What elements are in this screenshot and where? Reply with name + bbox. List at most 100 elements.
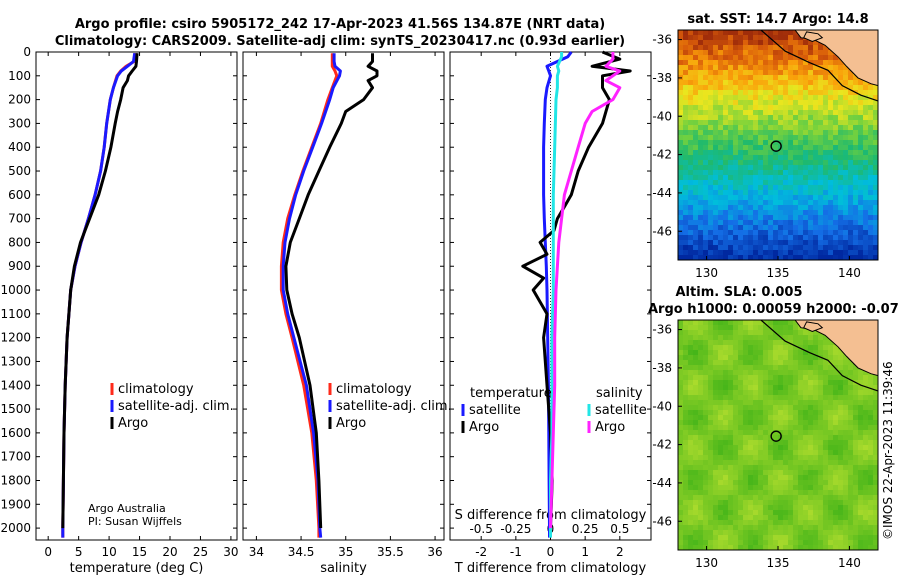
map-cell — [833, 525, 839, 531]
map-cell — [743, 255, 749, 261]
map-cell — [803, 335, 809, 341]
map-cell — [693, 170, 699, 176]
map-cell — [873, 125, 879, 131]
map-cell — [773, 125, 779, 131]
map-cell — [773, 370, 779, 376]
map-cell — [768, 380, 774, 386]
map-cell — [773, 250, 779, 256]
map-cell — [733, 465, 739, 471]
map-cell — [683, 80, 689, 86]
map-cell — [798, 545, 804, 551]
map-cell — [723, 75, 729, 81]
map-cell — [758, 235, 764, 241]
map-cell — [683, 250, 689, 256]
map-cell — [768, 395, 774, 401]
map-cell — [803, 185, 809, 191]
map-cell — [853, 135, 859, 141]
map-cell — [718, 110, 724, 116]
map-cell — [693, 330, 699, 336]
map-cell — [773, 30, 779, 36]
map-cell — [693, 195, 699, 201]
map-cell — [858, 495, 864, 501]
map-cell — [798, 45, 804, 51]
map-cell — [763, 365, 769, 371]
map-cell — [773, 465, 779, 471]
map-cell — [698, 220, 704, 226]
map-cell — [723, 110, 729, 116]
map-cell — [843, 200, 849, 206]
map-cell — [858, 395, 864, 401]
map-cell — [743, 235, 749, 241]
map-cell — [848, 245, 854, 251]
map-cell — [828, 195, 834, 201]
map-cell — [803, 430, 809, 436]
map-cell — [793, 530, 799, 536]
map-cell — [843, 235, 849, 241]
map-cell — [708, 370, 714, 376]
map-cell — [753, 255, 759, 261]
map-cell — [728, 320, 734, 326]
map-cell — [788, 100, 794, 106]
map-cell — [838, 65, 844, 71]
map-cell — [708, 345, 714, 351]
map-cell — [773, 65, 779, 71]
map-cell — [788, 30, 794, 36]
map-cell — [733, 185, 739, 191]
map-cell — [723, 500, 729, 506]
map-cell — [713, 130, 719, 136]
map-cell — [863, 445, 869, 451]
map-cell — [818, 490, 824, 496]
map-cell — [848, 140, 854, 146]
map-cell — [838, 500, 844, 506]
map-cell — [703, 30, 709, 36]
map-cell — [748, 115, 754, 121]
map-cell — [868, 235, 874, 241]
map-cell — [798, 220, 804, 226]
map-cell — [708, 190, 714, 196]
map-cell — [723, 80, 729, 86]
map-cell — [873, 250, 879, 256]
map-cell — [838, 515, 844, 521]
map-cell — [788, 480, 794, 486]
map-cell — [848, 185, 854, 191]
map-cell — [808, 170, 814, 176]
map-cell — [778, 415, 784, 421]
map-cell — [868, 415, 874, 421]
map-cell — [833, 420, 839, 426]
map-cell — [873, 440, 879, 446]
map-cell — [783, 475, 789, 481]
map-cell — [763, 35, 769, 41]
map-cell — [688, 255, 694, 261]
map-cell — [848, 535, 854, 541]
map-cell — [828, 95, 834, 101]
map-cell — [768, 80, 774, 86]
map-cell — [788, 440, 794, 446]
map-cell — [678, 120, 684, 126]
map-cell — [678, 30, 684, 36]
map-cell — [708, 530, 714, 536]
map-cell — [788, 395, 794, 401]
map-cell — [833, 180, 839, 186]
map-cell — [803, 235, 809, 241]
map-cell — [838, 505, 844, 511]
map-cell — [808, 145, 814, 151]
map-cell — [873, 135, 879, 141]
map-cell — [773, 350, 779, 356]
map-cell — [678, 335, 684, 341]
map-cell — [783, 500, 789, 506]
map-cell — [788, 355, 794, 361]
map-cell — [718, 80, 724, 86]
map-cell — [763, 380, 769, 386]
map-cell — [818, 440, 824, 446]
map-cell — [863, 415, 869, 421]
map-cell — [838, 545, 844, 551]
map-cell — [708, 120, 714, 126]
map-cell — [778, 70, 784, 76]
map-cell — [853, 500, 859, 506]
map-cell — [833, 255, 839, 261]
map-cell — [858, 430, 864, 436]
map-cell — [753, 435, 759, 441]
depth-tick-label: 0 — [23, 45, 31, 59]
map-cell — [763, 230, 769, 236]
map-cell — [683, 340, 689, 346]
